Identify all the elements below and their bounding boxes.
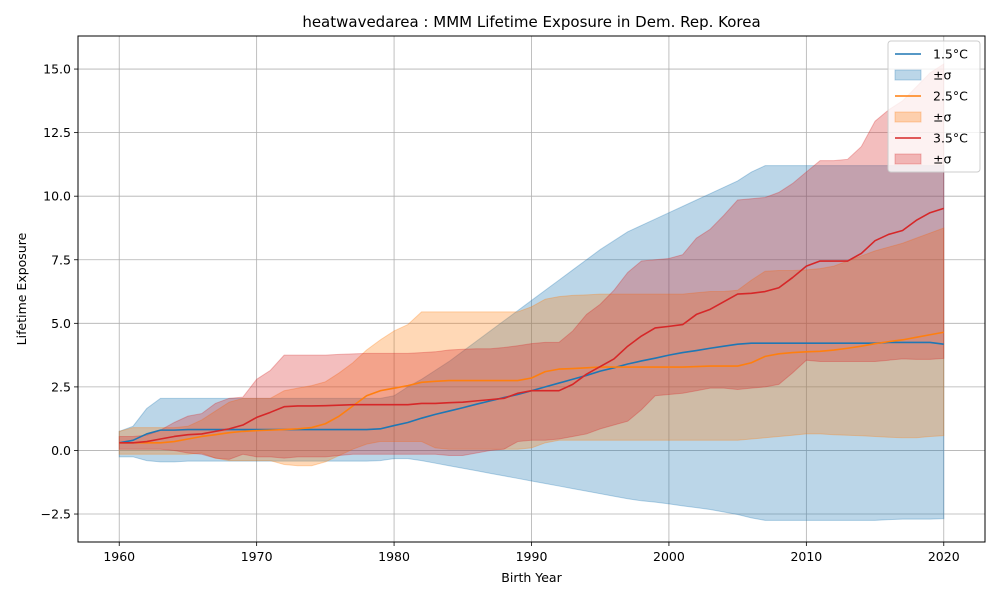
lines [119, 207, 945, 444]
x-tick-label: 2010 [790, 549, 822, 564]
y-tick-label: 2.5 [51, 379, 71, 394]
x-tick-label: 2000 [653, 549, 685, 564]
legend-label: 2.5°C [933, 89, 968, 104]
y-axis-label: Lifetime Exposure [14, 232, 29, 345]
legend-band-swatch [894, 111, 922, 123]
legend-label: 1.5°C [933, 47, 968, 62]
band-series-2 [118, 63, 945, 460]
y-tick-label: 12.5 [43, 125, 71, 140]
legend-band-swatch [894, 153, 922, 165]
x-tick-label: 2020 [928, 549, 960, 564]
y-tick-label: 7.5 [51, 252, 71, 267]
legend-band-label: ±σ [933, 152, 951, 167]
legend-band-label: ±σ [933, 68, 951, 83]
x-tick-label: 1980 [378, 549, 410, 564]
y-tick-label: 10.0 [43, 189, 71, 204]
y-tick-label: 15.0 [43, 62, 71, 77]
line-series-2 [119, 207, 945, 444]
legend-box [887, 40, 981, 173]
x-tick-label: 1960 [103, 549, 135, 564]
y-tick-label: 5.0 [51, 316, 71, 331]
y-tick-label: −2.5 [41, 507, 71, 522]
legend-band-swatch [894, 69, 922, 81]
band-series-0 [118, 165, 945, 521]
grid [78, 36, 985, 542]
y-tick-label: 0.0 [51, 443, 71, 458]
legend-label: 3.5°C [933, 131, 968, 146]
legend-band-label: ±σ [933, 110, 951, 125]
line-series-1 [119, 331, 944, 444]
legend: 1.5°C ±σ 2.5°C ±σ 3.5°C ±σ [887, 40, 981, 173]
x-tick-label: 1970 [241, 549, 273, 564]
x-tick-label: 1990 [516, 549, 548, 564]
chart-title: heatwavedarea : MMM Lifetime Exposure in… [302, 13, 760, 31]
ticks: 1960 1970 1980 1990 2000 2010 2020 −2.5 0.0 2.5 5.… [41, 62, 960, 564]
x-axis-label: Birth Year [501, 570, 562, 585]
